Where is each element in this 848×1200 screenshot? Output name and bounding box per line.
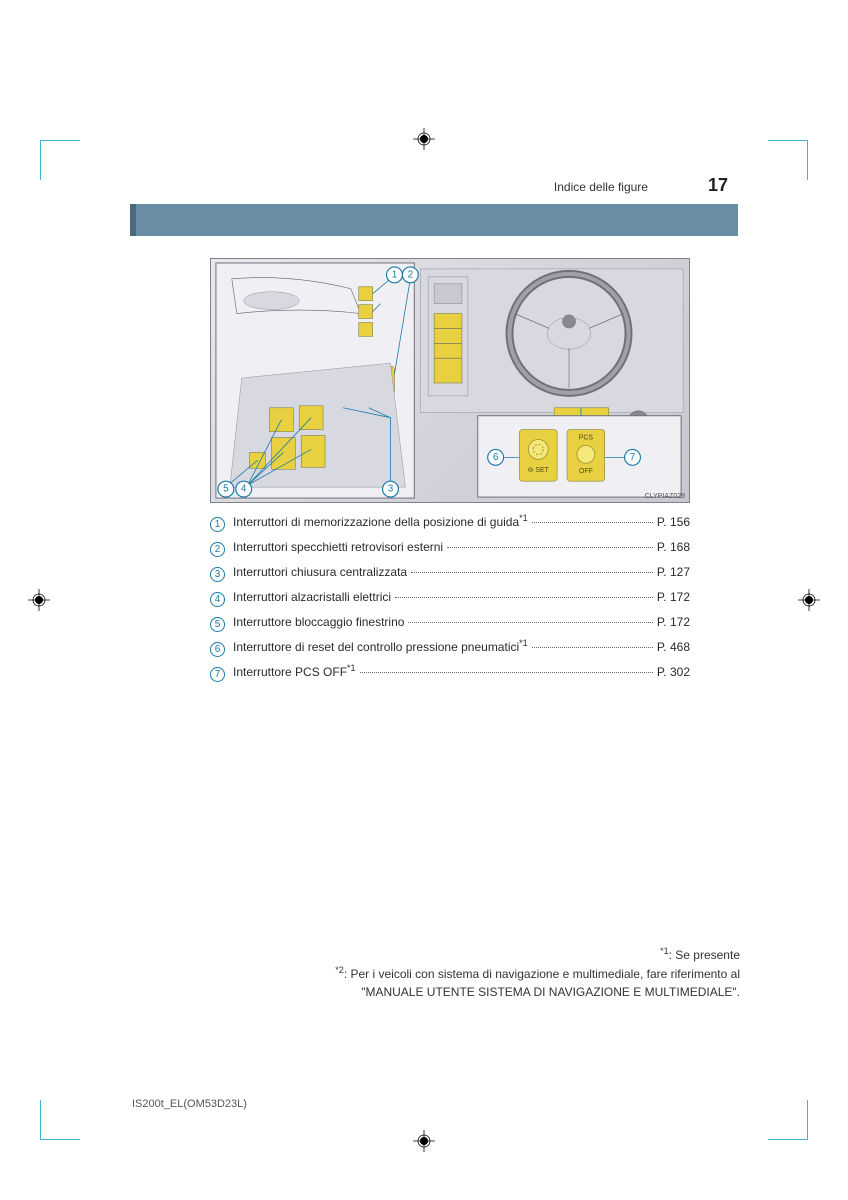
crop-mark-tl bbox=[40, 140, 80, 180]
footnotes: *1: Se presente *2: Per i veicoli con si… bbox=[270, 945, 740, 1001]
crop-mark-bl bbox=[40, 1100, 80, 1140]
leader-dots bbox=[447, 547, 653, 548]
index-row: 6 Interruttore di reset del controllo pr… bbox=[210, 638, 690, 656]
page-ref: P. 468 bbox=[657, 640, 690, 654]
inset-pcs-label: PCS bbox=[579, 435, 594, 442]
callout-1: 1 bbox=[392, 269, 398, 280]
crop-mark-br bbox=[768, 1100, 808, 1140]
leader-dots bbox=[532, 522, 653, 523]
callout-3: 3 bbox=[388, 484, 394, 495]
leader-dots bbox=[532, 647, 653, 648]
index-number-circle: 5 bbox=[210, 617, 225, 632]
callout-6: 6 bbox=[493, 452, 499, 463]
footnote-2: *2: Per i veicoli con sistema di navigaz… bbox=[270, 964, 740, 983]
page-content: Indice delle figure 17 bbox=[130, 175, 738, 688]
callout-4: 4 bbox=[241, 484, 247, 495]
page-header: Indice delle figure 17 bbox=[130, 175, 738, 196]
page-ref: P. 168 bbox=[657, 540, 690, 554]
footnote-2-line2: "MANUALE UTENTE SISTEMA DI NAVIGAZIONE E… bbox=[270, 984, 740, 1001]
document-code: IS200t_EL(OM53D23L) bbox=[132, 1098, 247, 1110]
index-label: Interruttore di reset del controllo pres… bbox=[233, 638, 528, 654]
index-row: 1 Interruttori di memorizzazione della p… bbox=[210, 513, 690, 531]
header-color-bar bbox=[130, 204, 738, 236]
inset-set-label: ⊖ SET bbox=[528, 467, 550, 474]
page-ref: P. 172 bbox=[657, 615, 690, 629]
page-ref: P. 127 bbox=[657, 565, 690, 579]
callout-2: 2 bbox=[408, 269, 414, 280]
image-code: CLYPIAZ029 bbox=[645, 493, 685, 500]
index-label: Interruttore PCS OFF*1 bbox=[233, 663, 356, 679]
leader-dots bbox=[360, 672, 653, 673]
index-row: 3 Interruttori chiusura centralizzata P.… bbox=[210, 563, 690, 581]
index-number-circle: 1 bbox=[210, 517, 225, 532]
figure-illustration: ⊖ SET PCS OFF 1 2 3 4 bbox=[210, 258, 690, 503]
index-label: Interruttori alzacristalli elettrici bbox=[233, 588, 391, 604]
index-label: Interruttori specchietti retrovisori est… bbox=[233, 538, 443, 554]
index-row: 2 Interruttori specchietti retrovisori e… bbox=[210, 538, 690, 556]
index-number-circle: 6 bbox=[210, 642, 225, 657]
section-title: Indice delle figure bbox=[554, 180, 648, 194]
index-row: 5 Interruttore bloccaggio finestrino P. … bbox=[210, 613, 690, 631]
registration-mark-icon bbox=[413, 128, 435, 150]
index-row: 7 Interruttore PCS OFF*1 P. 302 bbox=[210, 663, 690, 681]
index-label: Interruttori chiusura centralizzata bbox=[233, 563, 407, 579]
index-list: 1 Interruttori di memorizzazione della p… bbox=[210, 513, 690, 681]
page-ref: P. 156 bbox=[657, 515, 690, 529]
leader-dots bbox=[408, 622, 652, 623]
page-ref: P. 172 bbox=[657, 590, 690, 604]
leader-dots bbox=[411, 572, 653, 573]
leader-dots bbox=[395, 597, 653, 598]
footnote-1: *1: Se presente bbox=[270, 945, 740, 964]
index-label: Interruttore bloccaggio finestrino bbox=[233, 613, 404, 629]
registration-mark-icon bbox=[413, 1130, 435, 1152]
callout-5: 5 bbox=[223, 484, 229, 495]
page-number: 17 bbox=[708, 175, 728, 196]
index-row: 4 Interruttori alzacristalli elettrici P… bbox=[210, 588, 690, 606]
index-number-circle: 2 bbox=[210, 542, 225, 557]
index-number-circle: 4 bbox=[210, 592, 225, 607]
inset-off-label: OFF bbox=[579, 468, 593, 475]
registration-mark-icon bbox=[798, 589, 820, 611]
callout-7: 7 bbox=[630, 452, 636, 463]
registration-mark-icon bbox=[28, 589, 50, 611]
crop-mark-tr bbox=[768, 140, 808, 180]
index-number-circle: 3 bbox=[210, 567, 225, 582]
page-ref: P. 302 bbox=[657, 665, 690, 679]
index-number-circle: 7 bbox=[210, 667, 225, 682]
index-label: Interruttori di memorizzazione della pos… bbox=[233, 513, 528, 529]
